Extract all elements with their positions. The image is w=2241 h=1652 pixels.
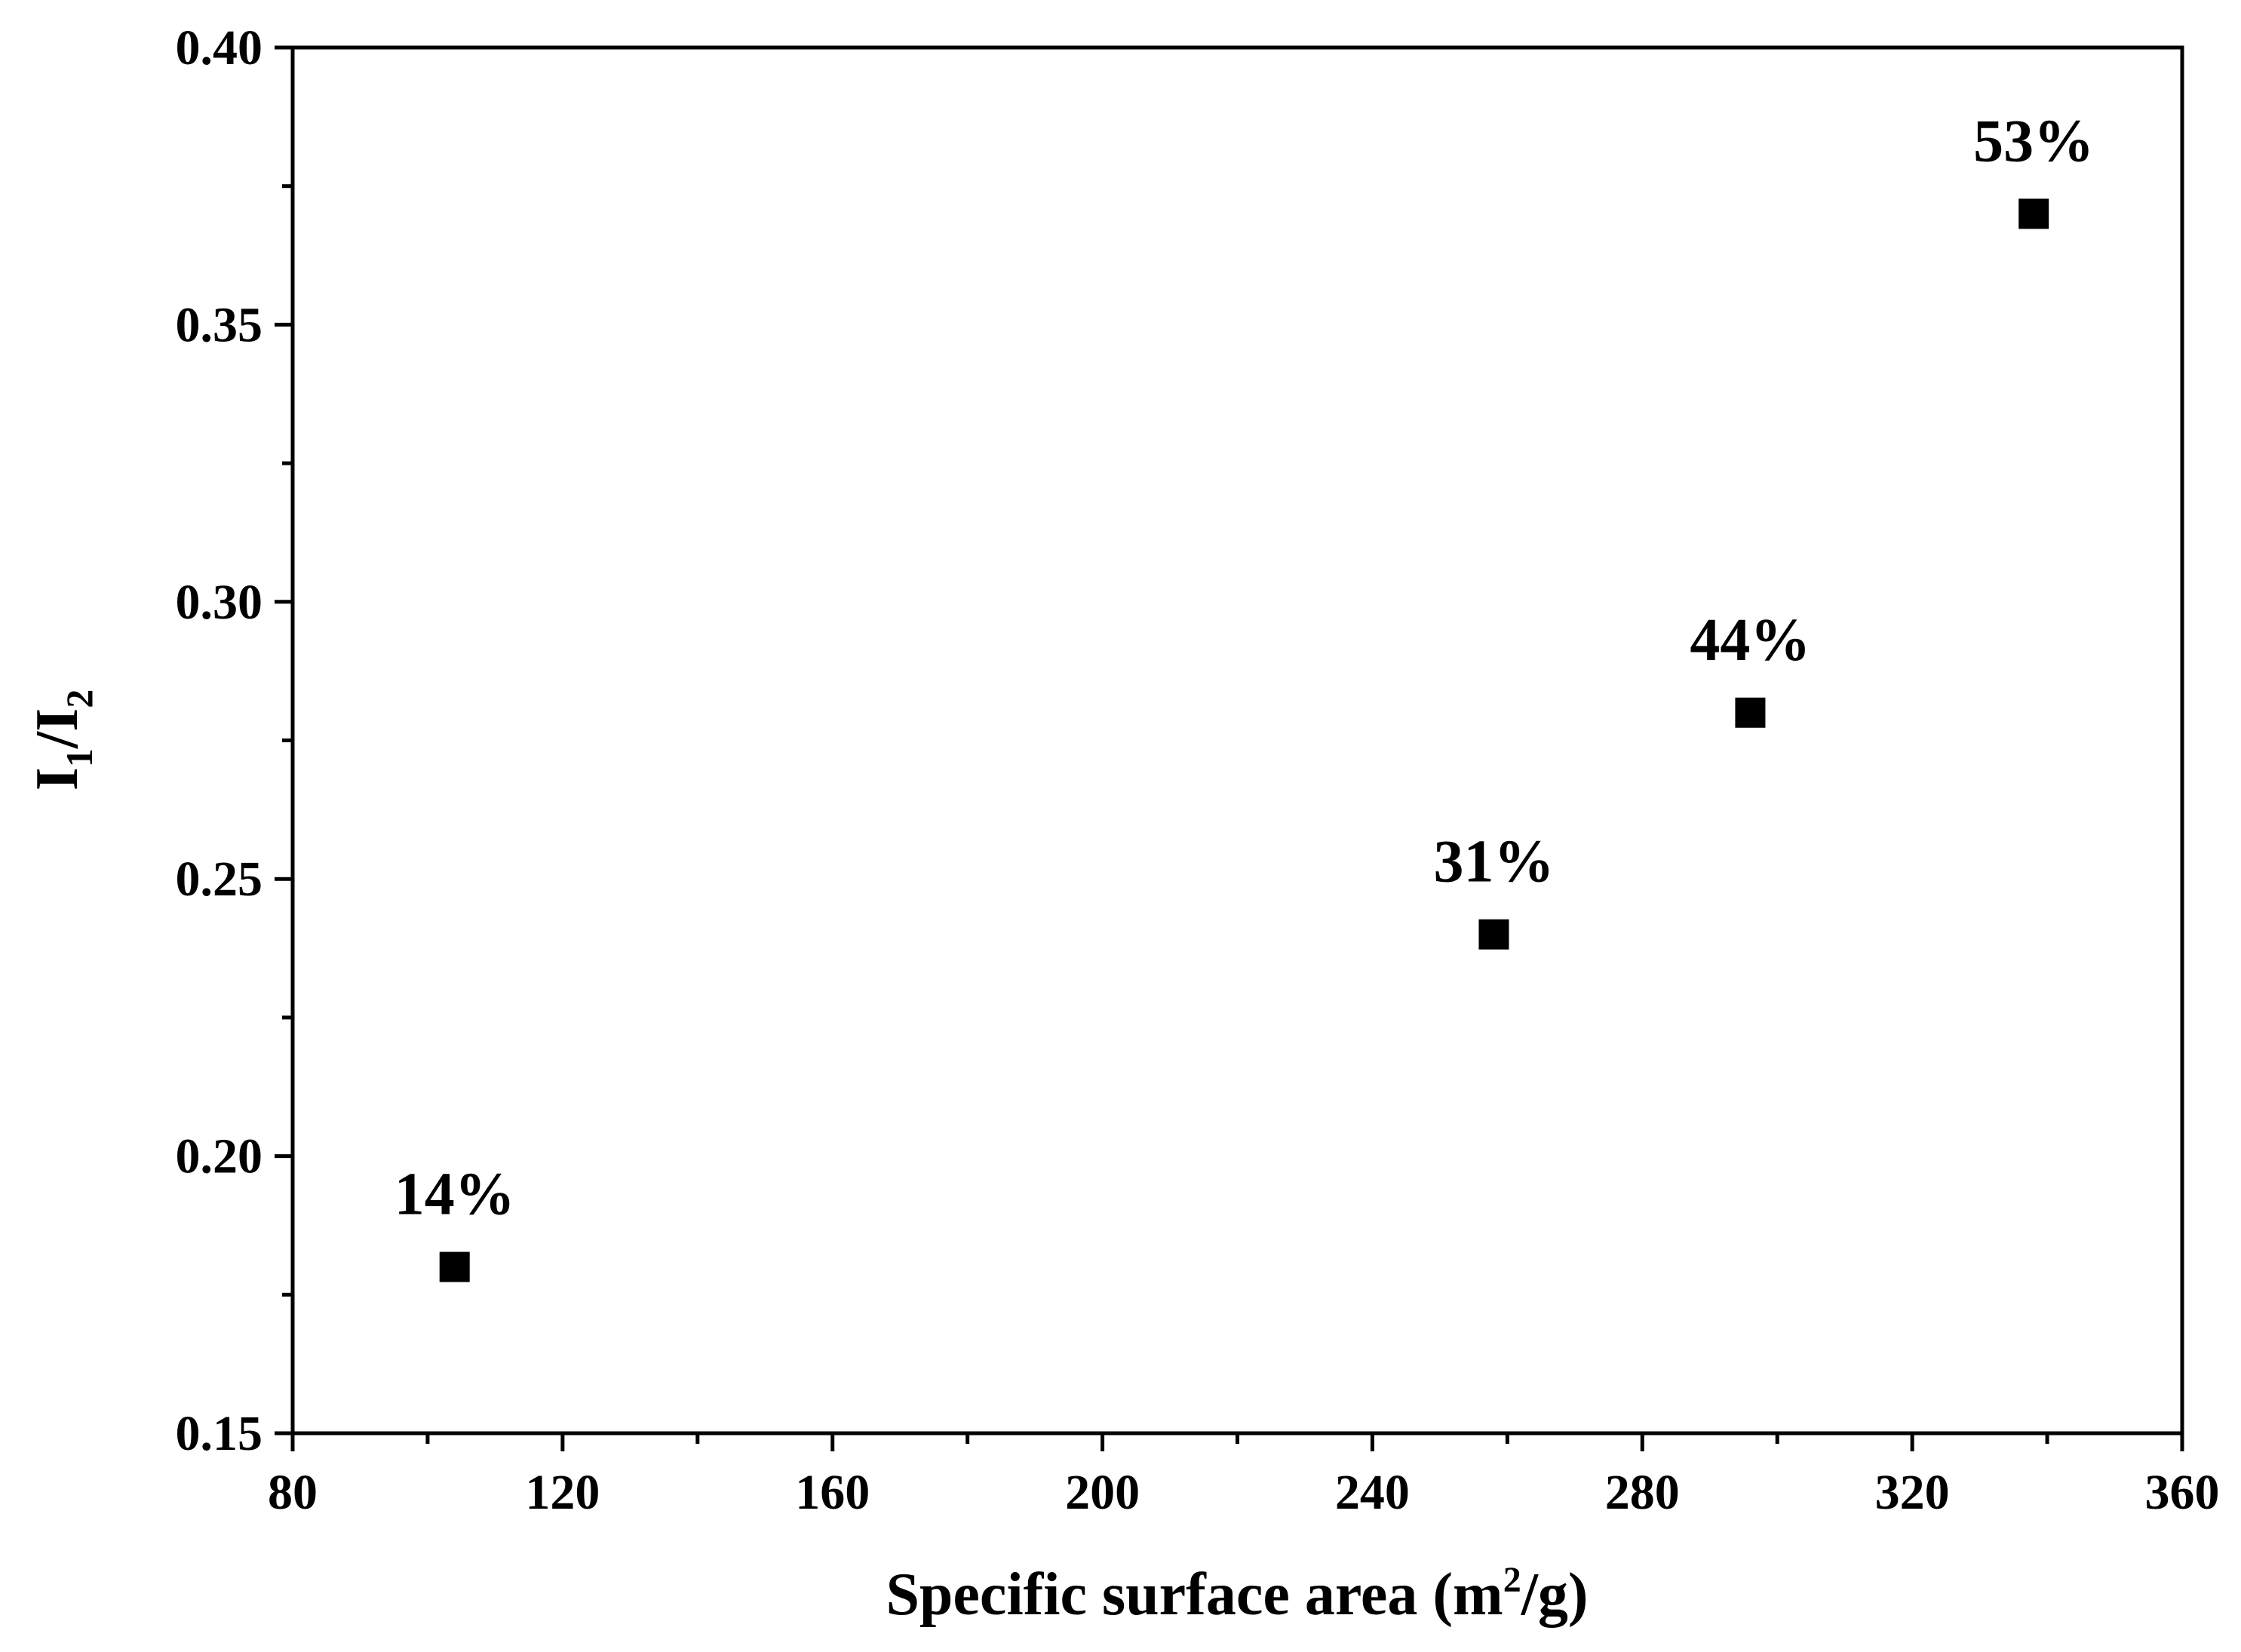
y-tick-label: 0.25: [176, 852, 263, 907]
data-point: [439, 1251, 470, 1282]
x-tick-label: 360: [2145, 1465, 2220, 1520]
x-tick-label: 80: [268, 1465, 318, 1520]
x-tick-label: 240: [1335, 1465, 1410, 1520]
x-tick-label: 160: [795, 1465, 870, 1520]
plot-frame: [290, 45, 2184, 1436]
ticks-layer: 80 120 160 200 240 280 320 360 0.15 0.20 0.25 0.30 0…: [176, 20, 2220, 1520]
x-tick-label: 320: [1875, 1465, 1950, 1520]
data-label: 44%: [1690, 607, 1810, 674]
data-label: 31%: [1433, 829, 1554, 895]
marks-layer: 14% 31% 44% 53%: [394, 108, 2094, 1282]
data-label: 14%: [394, 1162, 515, 1228]
y-tick-label: 0.40: [176, 20, 263, 75]
y-tick-label: 0.20: [176, 1129, 263, 1184]
x-axis-title: Specific surface area (m2/g): [886, 1560, 1588, 1628]
data-label: 53%: [1973, 108, 2094, 174]
data-point: [2018, 198, 2049, 229]
data-point: [1735, 697, 1766, 728]
y-axis-title: I1/I2: [24, 689, 100, 791]
data-point: [1478, 919, 1509, 950]
y-tick-label: 0.35: [176, 297, 263, 352]
y-tick-label: 0.15: [176, 1406, 263, 1461]
x-tick-label: 120: [525, 1465, 600, 1520]
plot-area: 80 120 160 200 240 280 320 360 0.15 0.20 0.25 0.30 0…: [176, 20, 2220, 1520]
y-tick-label: 0.30: [176, 575, 263, 630]
x-tick-label: 200: [1065, 1465, 1140, 1520]
x-tick-label: 280: [1605, 1465, 1680, 1520]
